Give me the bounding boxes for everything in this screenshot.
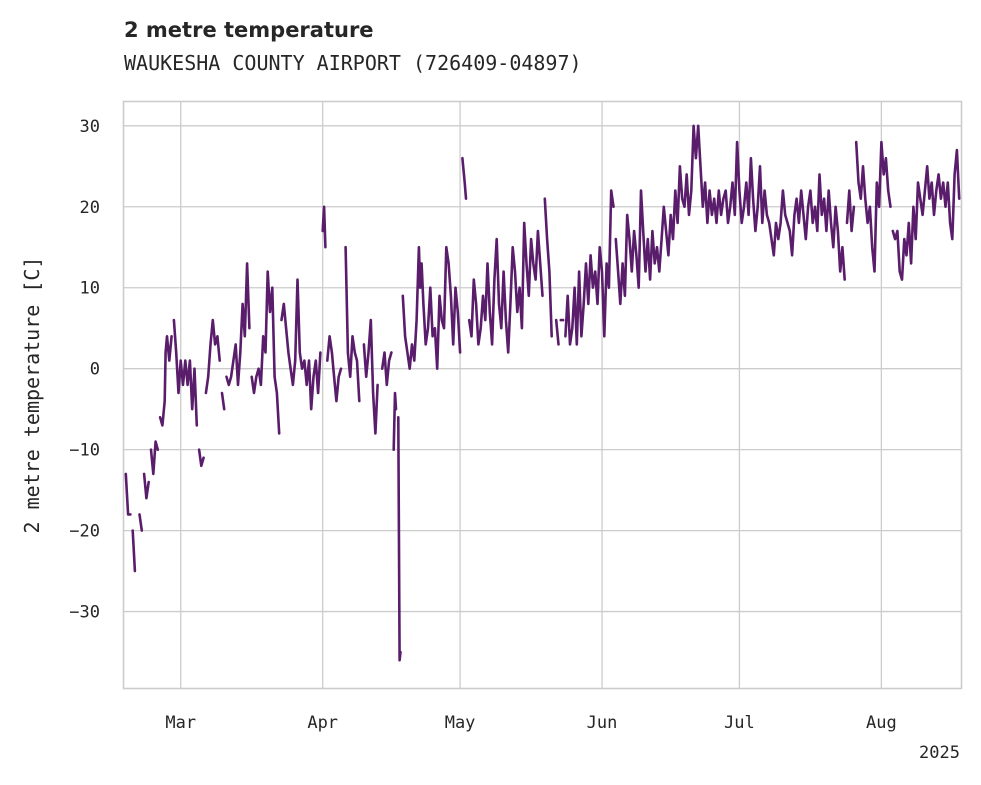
y-tick-label: −30 (69, 603, 100, 623)
x-tick-label: Jun (587, 713, 618, 733)
y-axis-label: 2 metre temperature [C] (20, 257, 44, 534)
y-tick-label: 20 (80, 198, 100, 218)
x-tick-label: Jul (724, 713, 755, 733)
x-tick-label: Apr (307, 713, 338, 733)
plot-frame (122, 100, 963, 690)
y-tick-label: 10 (80, 279, 100, 299)
y-tick-label: 0 (90, 360, 100, 380)
y-tick-label: 30 (80, 117, 100, 137)
grid (123, 101, 962, 689)
chart-subtitle: WAUKESHA COUNTY AIRPORT (726409-04897) (124, 51, 582, 75)
x-tick-label: May (445, 713, 476, 733)
x-tick-label: Mar (165, 713, 196, 733)
x-tick-label: Aug (866, 713, 897, 733)
y-tick-labels: −30 −20 −10 0 10 20 30 (69, 117, 100, 623)
series-line (124, 124, 961, 662)
x-tick-labels: Mar Apr May Jun Jul Aug (165, 713, 896, 733)
y-tick-label: −20 (69, 522, 100, 542)
x-offset-label: 2025 (919, 743, 960, 763)
chart-title: 2 metre temperature (124, 18, 374, 42)
y-tick-label: −10 (69, 441, 100, 461)
